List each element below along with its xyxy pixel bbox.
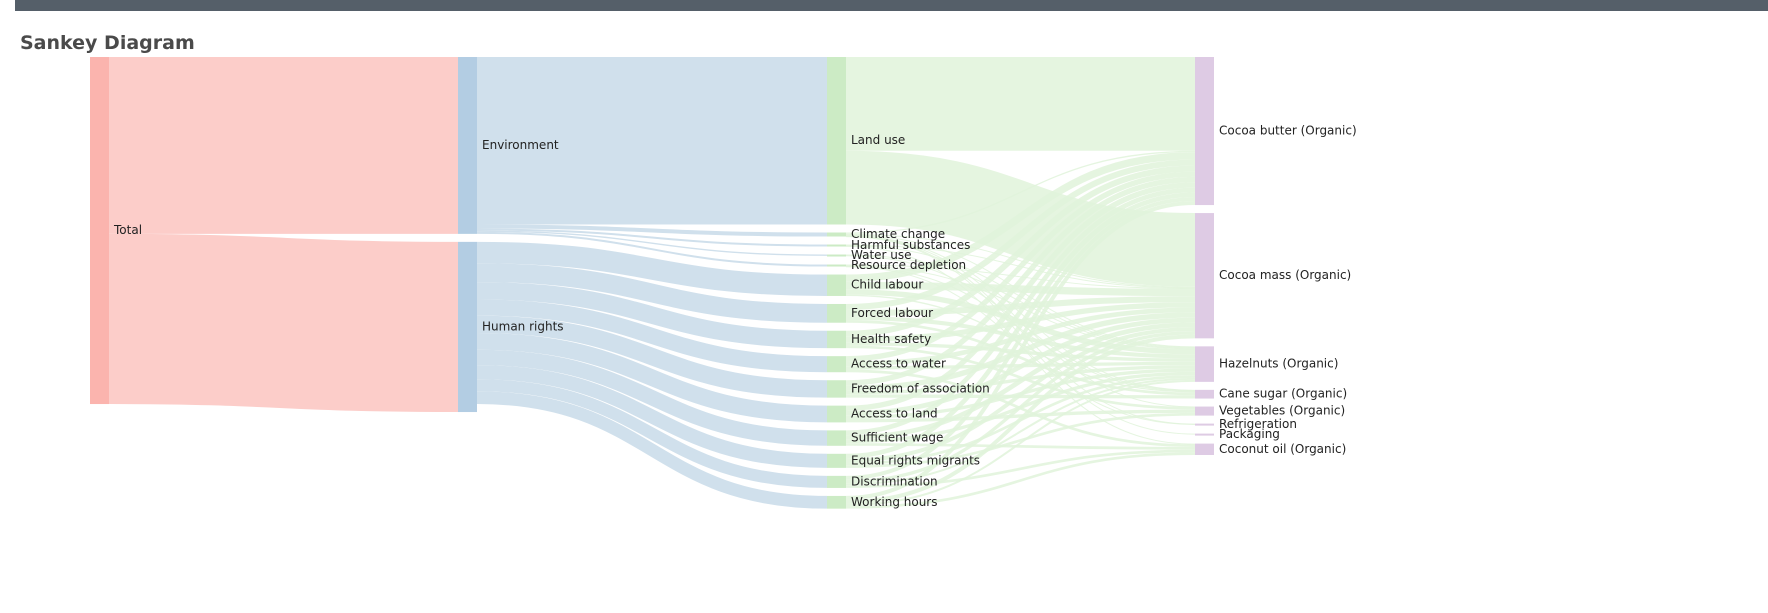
link-child-labour-to-cocoa-mass-organic xyxy=(845,281,1196,297)
link-equal-rights-migrants-to-cocoa-mass-organic xyxy=(845,326,1196,463)
link-discrimination-to-cocoa-mass-organic xyxy=(845,330,1196,484)
link-working-hours-to-coconut-oil-organic xyxy=(845,452,1196,509)
link-working-hours-to-hazelnuts-organic xyxy=(845,379,1196,506)
link-forced-labour-to-cocoa-butter-organic xyxy=(845,159,1196,310)
link-climate-change-to-refrigeration xyxy=(845,235,1196,425)
node-child-labour[interactable] xyxy=(827,274,846,296)
node-forced-labour[interactable] xyxy=(827,303,846,323)
node-label-child-labour: Child labour xyxy=(851,278,923,292)
node-label-discrimination: Discrimination xyxy=(851,474,938,488)
node-water-use[interactable] xyxy=(827,254,846,257)
link-sufficient-wage-to-cocoa-mass-organic xyxy=(845,322,1196,440)
link-human-rights-to-access-to-water xyxy=(476,299,828,373)
node-label-refrigeration: Refrigeration xyxy=(1219,417,1297,431)
node-access-to-land[interactable] xyxy=(827,405,846,423)
node-label-water-use: Water use xyxy=(851,248,912,262)
link-forced-labour-to-cocoa-mass-organic xyxy=(845,296,1196,317)
node-discrimination[interactable] xyxy=(827,475,846,488)
link-access-to-water-to-cocoa-butter-organic xyxy=(845,171,1196,362)
node-label-forced-labour: Forced labour xyxy=(851,306,933,320)
node-human-rights[interactable] xyxy=(458,241,477,413)
node-working-hours[interactable] xyxy=(827,495,846,509)
top-bar xyxy=(15,0,1768,11)
node-label-coconut-oil-organic: Coconut oil (Organic) xyxy=(1219,442,1346,456)
link-health-safety-to-cocoa-butter-organic xyxy=(845,165,1196,337)
link-total-to-human-rights xyxy=(108,233,459,413)
link-climate-change-to-cocoa-mass-organic xyxy=(845,233,1196,288)
link-human-rights-to-working-hours xyxy=(476,391,828,509)
node-label-access-to-land: Access to land xyxy=(851,407,938,421)
node-cocoa-mass-organic[interactable] xyxy=(1195,213,1214,339)
link-equal-rights-migrants-to-cocoa-butter-organic xyxy=(845,192,1196,459)
node-harmful-substances[interactable] xyxy=(827,244,846,247)
node-label-packaging: Packaging xyxy=(1219,427,1280,441)
link-human-rights-to-forced-labour xyxy=(476,263,828,323)
link-human-rights-to-discrimination xyxy=(476,379,828,488)
node-environment[interactable] xyxy=(458,57,477,234)
link-environment-to-water-use xyxy=(476,230,828,256)
node-label-access-to-water: Access to water xyxy=(851,357,946,371)
link-freedom-of-association-to-cocoa-butter-organic xyxy=(845,176,1196,386)
node-cane-sugar-organic[interactable] xyxy=(1195,389,1214,399)
node-label-human-rights: Human rights xyxy=(482,319,564,333)
link-discrimination-to-cocoa-butter-organic xyxy=(845,197,1196,480)
node-label-health-safety: Health safety xyxy=(851,332,931,346)
link-sufficient-wage-to-cocoa-butter-organic xyxy=(845,187,1196,436)
link-human-rights-to-child-labour xyxy=(476,241,828,296)
link-human-rights-to-health-safety xyxy=(476,282,828,349)
node-label-total: Total xyxy=(113,223,142,237)
link-access-to-land-to-cocoa-butter-organic xyxy=(845,182,1196,412)
node-total[interactable] xyxy=(90,57,109,405)
node-label-land-use: Land use xyxy=(851,133,905,147)
node-land-use[interactable] xyxy=(827,57,846,225)
node-cocoa-butter-organic[interactable] xyxy=(1195,57,1214,206)
link-access-to-land-to-cocoa-mass-organic xyxy=(845,317,1196,416)
node-label-equal-rights-migrants: Equal rights migrants xyxy=(851,453,980,467)
labels-layer: Total Environment Human rights Land use Clim… xyxy=(113,124,1357,509)
node-label-cocoa-mass-organic: Cocoa mass (Organic) xyxy=(1219,268,1351,282)
link-climate-change-to-cocoa-butter-organic xyxy=(845,150,1196,234)
node-hazelnuts-organic[interactable] xyxy=(1195,346,1214,382)
link-discrimination-to-hazelnuts-organic xyxy=(845,377,1196,486)
node-vegetables-organic[interactable] xyxy=(1195,406,1214,416)
node-label-resource-depletion: Resource depletion xyxy=(851,258,966,272)
node-resource-depletion[interactable] xyxy=(827,264,846,267)
link-human-rights-to-sufficient-wage xyxy=(476,349,828,446)
node-label-hazelnuts-organic: Hazelnuts (Organic) xyxy=(1219,357,1338,371)
node-packaging[interactable] xyxy=(1195,433,1214,436)
node-label-sufficient-wage: Sufficient wage xyxy=(851,431,943,445)
links-layer xyxy=(108,56,1196,509)
node-coconut-oil-organic[interactable] xyxy=(1195,443,1214,455)
node-label-climate-change: Climate change xyxy=(851,227,945,241)
link-human-rights-to-equal-rights-migrants xyxy=(476,365,828,468)
link-resource-depletion-to-cocoa-mass-organic xyxy=(845,264,1196,290)
node-label-cane-sugar-organic: Cane sugar (Organic) xyxy=(1219,387,1347,401)
nodes-layer xyxy=(90,57,1214,509)
link-child-labour-to-cocoa-butter-organic xyxy=(845,152,1196,282)
link-environment-to-resource-depletion xyxy=(476,231,828,267)
node-label-harmful-substances: Harmful substances xyxy=(851,238,970,252)
node-label-environment: Environment xyxy=(482,138,559,152)
node-equal-rights-migrants[interactable] xyxy=(827,453,846,468)
node-label-freedom-of-association: Freedom of association xyxy=(851,381,990,395)
link-human-rights-to-freedom-of-association xyxy=(476,315,828,398)
node-refrigeration[interactable] xyxy=(1195,423,1214,426)
node-label-cocoa-butter-organic: Cocoa butter (Organic) xyxy=(1219,124,1357,138)
link-human-rights-to-access-to-land xyxy=(476,332,828,423)
link-environment-to-climate-change xyxy=(476,224,828,237)
node-label-working-hours: Working hours xyxy=(851,495,938,509)
link-working-hours-to-cocoa-mass-organic xyxy=(845,334,1196,504)
node-label-vegetables-organic: Vegetables (Organic) xyxy=(1219,404,1345,418)
node-freedom-of-association[interactable] xyxy=(827,380,846,398)
node-health-safety[interactable] xyxy=(827,330,846,349)
node-climate-change[interactable] xyxy=(827,232,846,237)
page-title: Sankey Diagram xyxy=(20,32,195,54)
node-sufficient-wage[interactable] xyxy=(827,430,846,446)
link-working-hours-to-cocoa-butter-organic xyxy=(845,201,1196,500)
node-access-to-water[interactable] xyxy=(827,356,846,373)
link-environment-to-harmful-substances xyxy=(476,228,828,247)
